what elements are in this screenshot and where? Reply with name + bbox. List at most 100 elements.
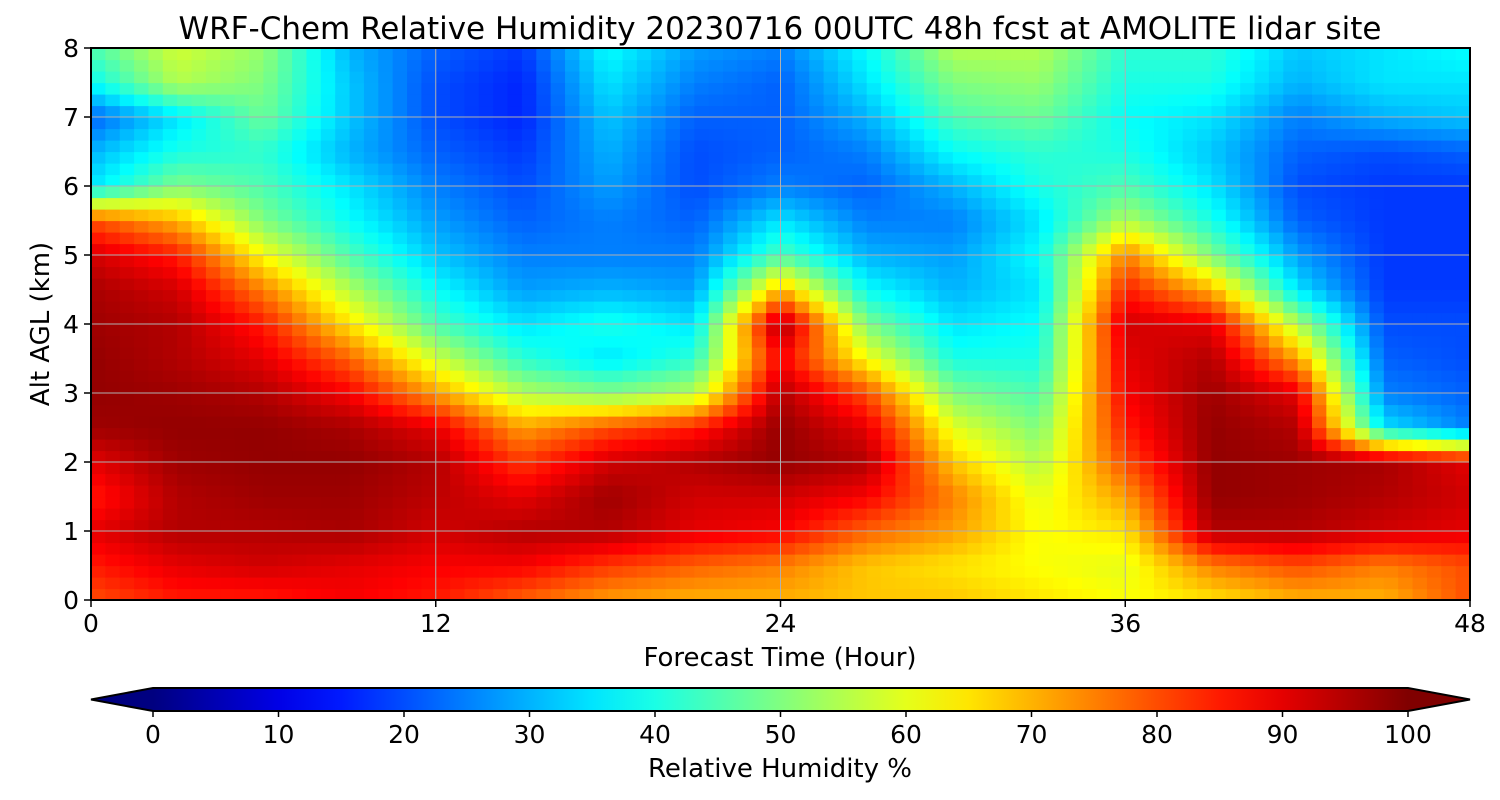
heat-cell bbox=[277, 174, 293, 187]
heat-cell bbox=[1240, 542, 1256, 555]
heat-cell bbox=[320, 220, 336, 233]
heat-cell bbox=[1053, 278, 1069, 291]
heat-cell bbox=[1398, 71, 1414, 84]
heat-cell bbox=[1082, 71, 1098, 84]
heat-cell bbox=[1412, 278, 1428, 291]
heat-cell bbox=[450, 220, 466, 233]
heat-cell bbox=[162, 186, 178, 199]
heat-cell bbox=[521, 140, 537, 153]
heat-cell bbox=[593, 220, 609, 233]
heat-cell bbox=[579, 48, 595, 61]
heat-cell bbox=[952, 335, 968, 348]
heat-cell bbox=[1326, 301, 1342, 314]
heat-cell bbox=[1326, 439, 1342, 452]
heat-cell bbox=[392, 577, 408, 590]
heat-cell bbox=[1139, 508, 1155, 521]
heat-cell bbox=[1125, 531, 1141, 544]
heat-cell bbox=[1455, 59, 1470, 72]
heat-cell bbox=[565, 485, 580, 498]
heat-cell bbox=[823, 278, 839, 291]
heat-cell bbox=[952, 186, 968, 199]
heat-cell bbox=[134, 186, 150, 199]
heat-cell bbox=[162, 496, 178, 509]
heat-cell bbox=[335, 71, 351, 84]
heat-cell bbox=[952, 71, 968, 84]
heat-cell bbox=[1067, 128, 1083, 141]
heat-cell bbox=[1268, 140, 1284, 153]
heat-cell bbox=[1455, 450, 1470, 463]
heat-cell bbox=[651, 358, 667, 371]
heat-cell bbox=[1412, 174, 1428, 187]
heat-cell bbox=[177, 370, 193, 383]
heat-cell bbox=[1096, 404, 1112, 417]
heat-cell bbox=[895, 243, 911, 256]
heat-cell bbox=[565, 140, 580, 153]
heat-cell bbox=[852, 531, 868, 544]
heat-cell bbox=[723, 151, 738, 164]
heat-cell bbox=[809, 485, 825, 498]
heat-cell bbox=[162, 519, 178, 532]
heat-cell bbox=[665, 255, 681, 268]
heat-cell bbox=[1125, 519, 1141, 532]
heat-cell bbox=[1426, 450, 1442, 463]
heat-cell bbox=[363, 220, 379, 233]
heat-cell bbox=[378, 427, 394, 440]
heat-cell bbox=[191, 519, 207, 532]
heat-cell bbox=[1211, 324, 1227, 337]
heat-cell bbox=[493, 209, 509, 222]
heat-cell bbox=[1412, 197, 1428, 210]
heat-cell bbox=[1326, 416, 1342, 429]
heat-cell bbox=[1398, 312, 1414, 325]
heat-cell bbox=[1398, 358, 1414, 371]
heat-cell bbox=[823, 462, 839, 475]
heat-cell bbox=[105, 439, 121, 452]
heat-cell bbox=[1082, 393, 1098, 406]
heat-cell bbox=[809, 565, 825, 578]
heat-cell bbox=[349, 496, 365, 509]
heat-cell bbox=[1398, 450, 1414, 463]
heat-cell bbox=[392, 347, 408, 360]
heat-cell bbox=[881, 531, 897, 544]
heat-cell bbox=[1039, 163, 1055, 176]
heat-cell bbox=[105, 335, 121, 348]
heat-cell bbox=[220, 462, 236, 475]
heat-cell bbox=[478, 404, 494, 417]
heat-cell bbox=[1125, 209, 1141, 222]
heat-cell bbox=[507, 278, 523, 291]
heat-cell bbox=[866, 358, 882, 371]
heat-cell bbox=[751, 174, 767, 187]
colorbar-tick-label: 100 bbox=[1384, 720, 1432, 749]
heat-cell bbox=[521, 312, 537, 325]
heat-cell bbox=[1197, 255, 1213, 268]
heat-cell bbox=[794, 450, 810, 463]
heat-cell bbox=[478, 301, 494, 314]
heat-cell bbox=[536, 71, 552, 84]
heat-cell bbox=[895, 117, 911, 130]
heat-cell bbox=[881, 381, 897, 394]
heat-cell bbox=[1441, 266, 1457, 279]
heat-cell bbox=[636, 117, 652, 130]
heat-cell bbox=[981, 335, 997, 348]
heat-cell bbox=[593, 186, 609, 199]
heat-cell bbox=[162, 140, 178, 153]
heat-cell bbox=[292, 324, 308, 337]
heat-cell bbox=[608, 289, 624, 302]
heat-cell bbox=[823, 163, 839, 176]
heat-cell bbox=[1010, 48, 1026, 61]
heat-cell bbox=[579, 577, 595, 590]
heat-cell bbox=[737, 450, 753, 463]
heat-cell bbox=[636, 312, 652, 325]
heat-cell bbox=[306, 439, 322, 452]
heat-cell bbox=[636, 266, 652, 279]
heat-cell bbox=[1182, 347, 1198, 360]
heat-cell bbox=[91, 508, 106, 521]
heat-cell bbox=[651, 427, 667, 440]
heat-cell bbox=[1254, 140, 1270, 153]
heat-cell bbox=[622, 347, 638, 360]
heat-cell bbox=[1369, 427, 1385, 440]
colorbar-tick-label: 0 bbox=[145, 720, 161, 749]
heat-cell bbox=[852, 565, 868, 578]
heat-cell bbox=[1369, 588, 1385, 600]
heat-cell bbox=[1340, 243, 1356, 256]
heat-cell bbox=[1283, 588, 1299, 600]
